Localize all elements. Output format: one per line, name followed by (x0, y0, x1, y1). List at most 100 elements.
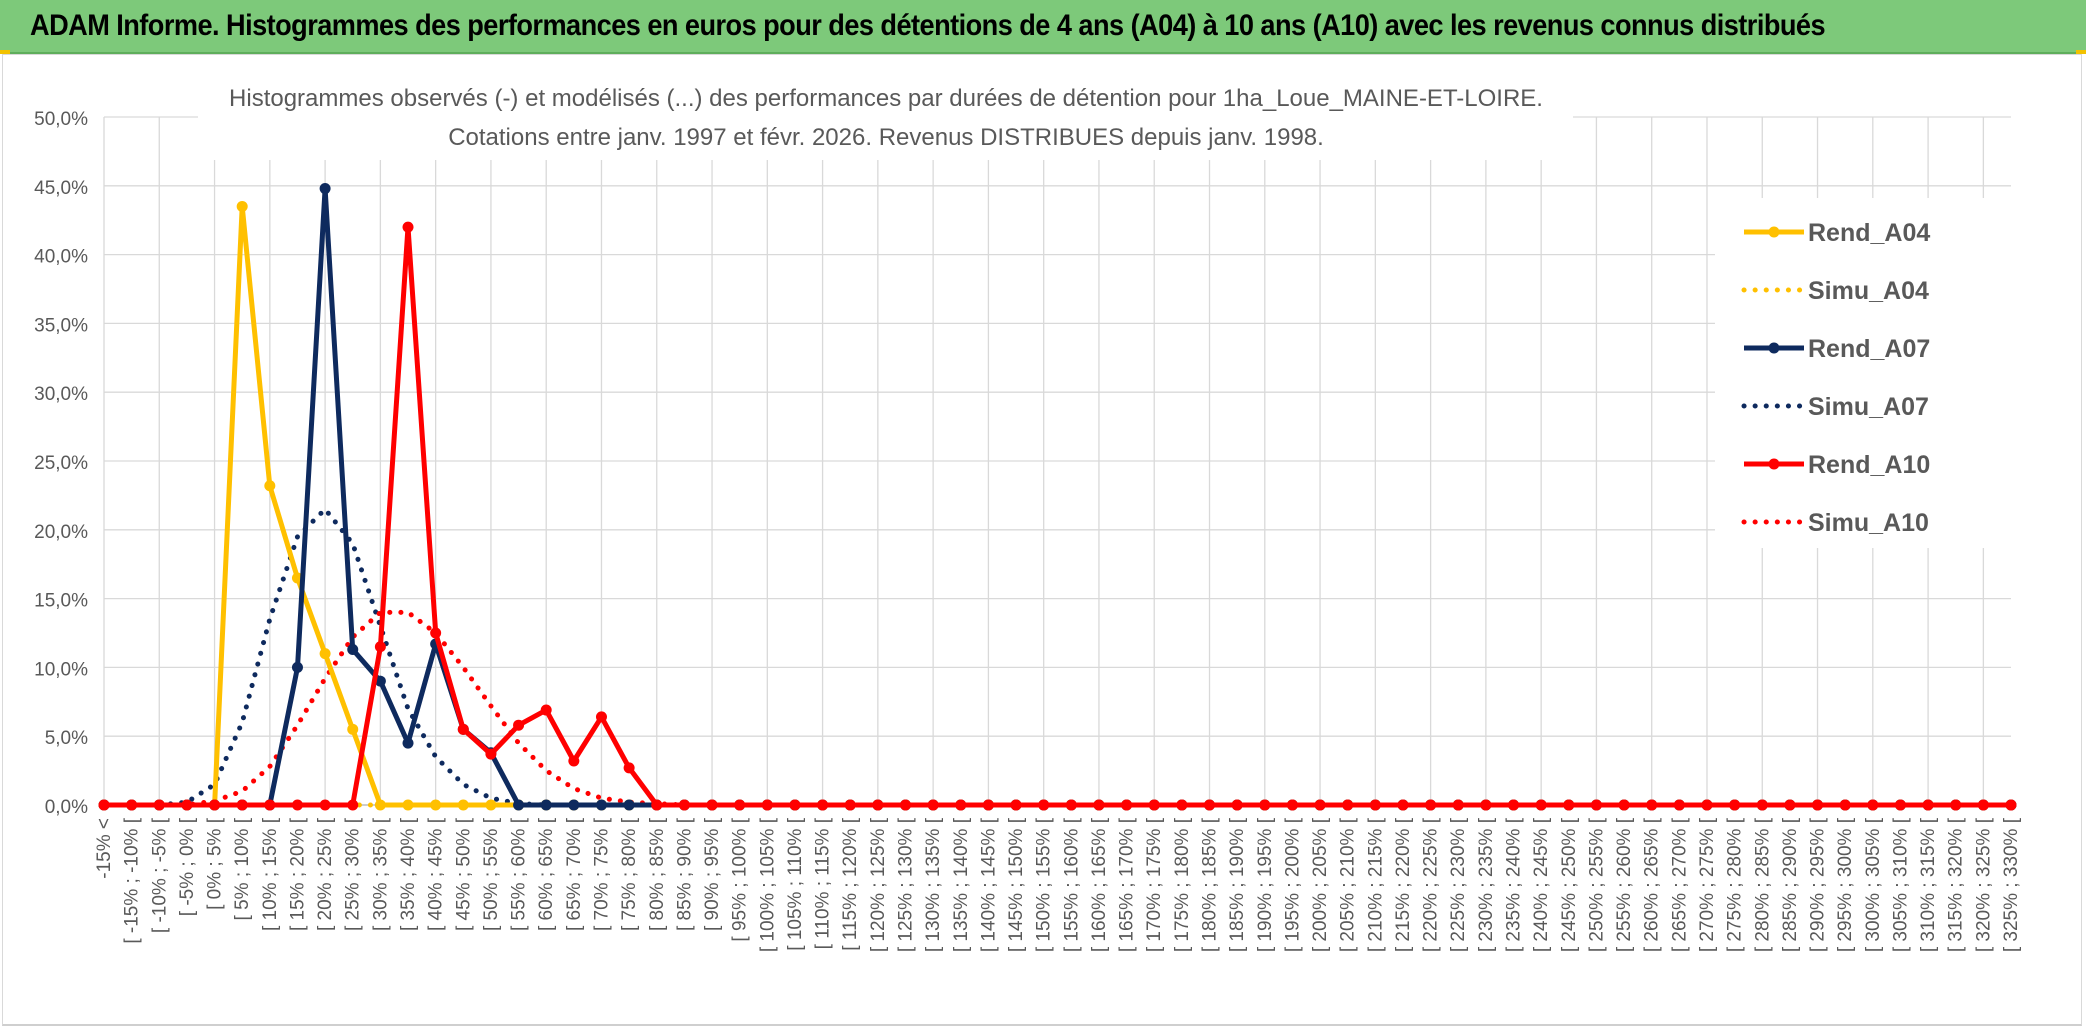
x-tick-label: [ 95% ; 100% [ (730, 817, 751, 941)
x-tick-label: [ 175% ; 180% [ (1172, 817, 1193, 952)
x-tick-label: [ -15% ; -10% [ (122, 817, 143, 943)
x-tick-label: [ 245% ; 250% [ (1559, 817, 1580, 952)
series-line (101, 506, 2014, 808)
y-tick-label: 30,0% (34, 384, 88, 405)
x-tick-label: [ 150% ; 155% [ (1034, 817, 1055, 952)
data-point (1590, 799, 1602, 811)
data-point (1673, 799, 1685, 811)
data-point (706, 799, 718, 811)
data-point (485, 799, 497, 811)
data-point (1977, 799, 1989, 811)
x-tick-label: [ 325% ; 330% [ (2001, 817, 2022, 952)
x-tick-label: -15% < (94, 818, 115, 879)
y-tick-label: 25,0% (34, 453, 88, 474)
y-tick-label: 35,0% (34, 315, 88, 336)
x-tick-label: [ 305% ; 310% [ (1890, 817, 1911, 952)
data-point (319, 799, 331, 811)
x-tick-label: [ 110% ; 115% [ (813, 817, 834, 949)
data-point (457, 799, 469, 811)
chart-titles: Histogrammes observés (-) et modélisés (… (198, 76, 1573, 160)
legend-item: Rend_A04 (1744, 219, 1930, 247)
x-tick-label: [ 115% ; 120% [ (840, 817, 861, 950)
x-tick-label: [ 105% ; 110% [ (785, 817, 806, 950)
data-point (1867, 799, 1879, 811)
data-point (430, 799, 442, 811)
y-tick-label: 10,0% (34, 659, 88, 680)
y-tick-label: 15,0% (34, 591, 88, 612)
x-tick-label: [ 35% ; 40% [ (398, 817, 419, 931)
y-tick-label: 5,0% (45, 728, 88, 749)
x-tick-label: [ 240% ; 245% [ (1531, 817, 1552, 952)
data-point (319, 183, 331, 195)
data-point (955, 799, 967, 811)
x-tick-label: [ 190% ; 195% [ (1255, 817, 1276, 952)
x-tick-label: [ 5% ; 10% [ (232, 817, 253, 920)
data-point (236, 799, 248, 811)
data-point (1010, 799, 1022, 811)
x-tick-label: [ 40% ; 45% [ (426, 817, 447, 931)
x-tick-label: [ 15% ; 20% [ (287, 817, 308, 931)
legend: Rend_A04 Simu_A04 Rend_A07 Simu_A07 Rend_A10… (1715, 198, 2015, 548)
data-point (209, 799, 221, 811)
data-point (568, 755, 580, 767)
series-simu-a07 (101, 506, 2014, 808)
x-tick-label: [ 75% ; 80% [ (619, 817, 640, 931)
data-point (761, 799, 773, 811)
x-tick-label: [ 200% ; 205% [ (1310, 817, 1331, 952)
data-point (789, 799, 801, 811)
data-point (181, 799, 193, 811)
y-tick-label: 20,0% (34, 522, 88, 543)
legend-item: Rend_A07 (1744, 335, 1930, 363)
data-point (1452, 799, 1464, 811)
x-tick-label: [ 275% ; 280% [ (1725, 817, 1746, 952)
data-point (153, 799, 165, 811)
x-tick-label: [ 250% ; 255% [ (1586, 817, 1607, 952)
legend-box (1715, 198, 2015, 548)
y-tick-label: 40,0% (34, 247, 88, 268)
header-banner: ADAM Informe. Histogrammes des performan… (0, 0, 2086, 54)
data-point (1093, 799, 1105, 811)
data-point (1535, 799, 1547, 811)
x-tick-label: [ -10% ; -5% [ (149, 817, 170, 933)
data-point (1204, 799, 1216, 811)
data-point (236, 200, 248, 212)
data-point (1729, 799, 1741, 811)
x-tick-label: [ 285% ; 290% [ (1780, 817, 1801, 952)
data-point (402, 737, 414, 749)
x-tick-label: [ 320% ; 325% [ (1973, 817, 1994, 952)
legend-item: Simu_A10 (1741, 509, 1929, 537)
chart-title: Histogrammes observés (-) et modélisés (… (229, 85, 1543, 112)
data-point (1950, 799, 1962, 811)
data-point (402, 799, 414, 811)
data-point (2005, 799, 2017, 811)
x-tick-label: [ 230% ; 235% [ (1476, 817, 1497, 952)
x-tick-label: [ 195% ; 200% [ (1282, 817, 1303, 952)
x-tick-label: [ 310% ; 315% [ (1918, 817, 1939, 952)
data-point (1148, 799, 1160, 811)
x-tick-label: [ 280% ; 285% [ (1752, 817, 1773, 952)
data-point (1314, 799, 1326, 811)
x-tick-label: [ 100% ; 105% [ (757, 817, 778, 952)
data-point (513, 719, 525, 731)
legend-label: Rend_A07 (1808, 335, 1930, 363)
x-tick-label: [ 125% ; 130% [ (895, 817, 916, 952)
x-tick-label: [ 80% ; 85% [ (647, 817, 668, 931)
x-tick-label: [ 210% ; 215% [ (1365, 817, 1386, 952)
data-point (374, 641, 386, 653)
data-point (1121, 799, 1133, 811)
legend-item: Rend_A10 (1744, 451, 1930, 479)
data-point (1065, 799, 1077, 811)
legend-label: Simu_A10 (1808, 509, 1929, 537)
data-point (595, 711, 607, 723)
data-point (595, 799, 607, 811)
data-point (623, 799, 635, 811)
data-point (540, 704, 552, 716)
data-point (264, 480, 276, 492)
data-point (1812, 799, 1824, 811)
axes: 0,0% 5,0% 10,0% 15,0% 20,0% 25,0% 30,0% 35,0% 40… (34, 109, 2022, 952)
data-point (1563, 799, 1575, 811)
series-line (101, 609, 2014, 808)
x-tick-label: [ 55% ; 60% [ (509, 817, 530, 931)
data-point (264, 799, 276, 811)
x-tick-label: [ -5% ; 0% [ (177, 817, 198, 916)
